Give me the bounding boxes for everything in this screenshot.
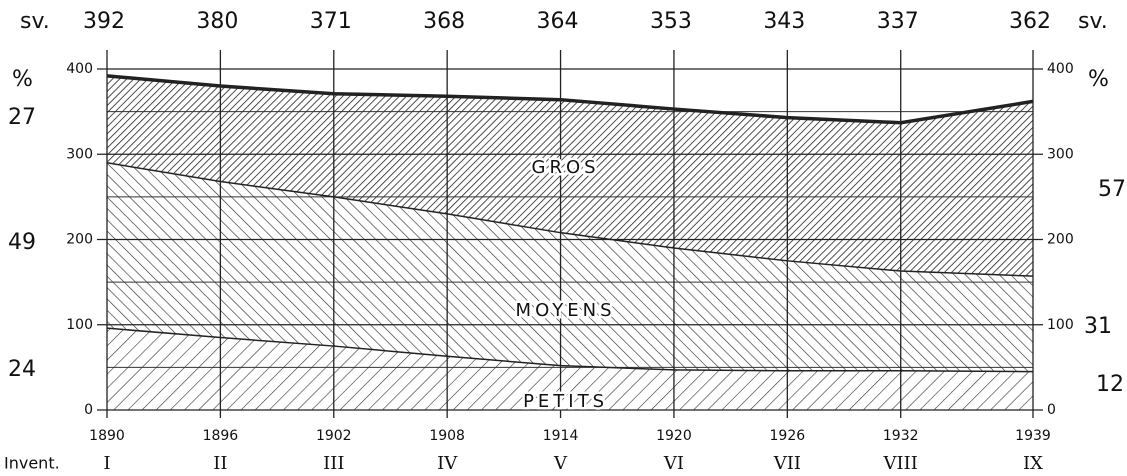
grid bbox=[97, 50, 1043, 418]
inventory-label: III bbox=[323, 453, 344, 474]
area-label: PETITS bbox=[523, 391, 608, 412]
total-label: 380 bbox=[196, 9, 238, 34]
x-tick-label: 1932 bbox=[883, 428, 919, 444]
y-tick-label-right: 0 bbox=[1047, 402, 1056, 418]
x-tick-label: 1926 bbox=[770, 428, 806, 444]
total-label: 392 bbox=[83, 9, 125, 34]
x-tick-label: 1920 bbox=[656, 428, 692, 444]
inventory-label: IV bbox=[437, 453, 458, 474]
y-tick-label-right: 300 bbox=[1047, 146, 1074, 162]
left-percent: 27 bbox=[8, 105, 36, 130]
inventory-label: II bbox=[213, 453, 227, 474]
right-percent: 12 bbox=[1096, 372, 1124, 397]
x-tick-label: 1890 bbox=[89, 428, 125, 444]
percent-label: % bbox=[12, 67, 33, 92]
total-label: 368 bbox=[423, 9, 465, 34]
areas bbox=[107, 75, 1033, 410]
inventory-label: IX bbox=[1023, 453, 1043, 474]
unit-label: sv. bbox=[20, 9, 50, 34]
area-label: GROS bbox=[532, 157, 600, 178]
total-label: 364 bbox=[537, 9, 579, 34]
y-tick-label: 400 bbox=[66, 61, 93, 77]
y-tick-label-right: 200 bbox=[1047, 232, 1074, 248]
inventory-label: VIII bbox=[883, 453, 918, 474]
y-tick-label: 300 bbox=[66, 146, 93, 162]
percent-label: % bbox=[1088, 67, 1109, 92]
right-percent: 57 bbox=[1098, 177, 1126, 202]
left-percent: 24 bbox=[8, 357, 36, 382]
inventory-label: VII bbox=[773, 453, 801, 474]
inventory-label: V bbox=[553, 453, 568, 474]
total-label: 353 bbox=[650, 9, 692, 34]
right-percent: 31 bbox=[1084, 314, 1112, 339]
area-boundary bbox=[106, 327, 1034, 373]
area-label: MOYENS bbox=[516, 300, 616, 321]
unit-label: sv. bbox=[1078, 9, 1108, 34]
y-tick-label: 0 bbox=[84, 402, 93, 418]
x-row-label: Invent. bbox=[4, 454, 60, 473]
total-label: 337 bbox=[877, 9, 919, 34]
area bbox=[107, 75, 1033, 277]
area-boundary bbox=[106, 74, 1034, 125]
y-tick-label: 200 bbox=[66, 232, 93, 248]
x-tick-label: 1908 bbox=[429, 428, 465, 444]
y-tick-label-right: 100 bbox=[1047, 317, 1074, 333]
total-label: 362 bbox=[1009, 9, 1051, 34]
y-tick-label-right: 400 bbox=[1047, 61, 1074, 77]
area bbox=[107, 328, 1033, 410]
x-tick-label: 1914 bbox=[543, 428, 579, 444]
x-tick-label: 1896 bbox=[203, 428, 239, 444]
x-tick-label: 1939 bbox=[1015, 428, 1051, 444]
y-tick-label: 100 bbox=[66, 317, 93, 333]
total-label: 371 bbox=[310, 9, 352, 34]
x-tick-label: 1902 bbox=[316, 428, 352, 444]
area-boundary bbox=[106, 162, 1034, 277]
area bbox=[107, 162, 1033, 372]
labels: PETITS MOYENS GROS 0 0 100 100 200 200 300 300 400 4… bbox=[66, 9, 1073, 474]
total-label: 343 bbox=[763, 9, 805, 34]
left-percent: 49 bbox=[8, 230, 36, 255]
inventory-label: VI bbox=[663, 453, 684, 474]
inventory-label: I bbox=[103, 453, 110, 474]
